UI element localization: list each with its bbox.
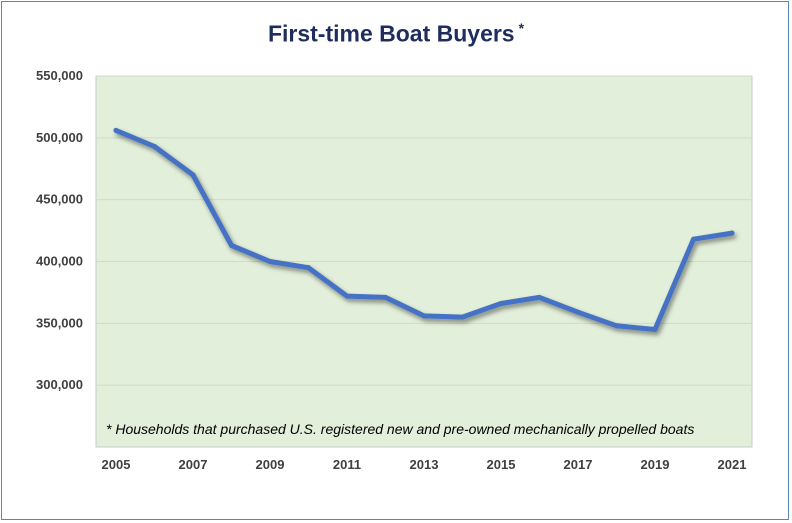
data-point bbox=[614, 323, 619, 329]
series-group bbox=[113, 127, 735, 333]
data-point bbox=[152, 143, 157, 149]
data-point bbox=[229, 242, 234, 248]
x-tick-label: 2007 bbox=[179, 457, 208, 472]
y-tick-label: 500,000 bbox=[36, 130, 83, 145]
chart-title: First-time Boat Buyers * bbox=[0, 20, 792, 48]
data-point bbox=[498, 301, 504, 307]
x-tick-label: 2017 bbox=[564, 457, 593, 472]
x-axis-ticks: 2005 2007 2009 2011 2013 2015 2017 2019 2021 bbox=[102, 457, 747, 472]
data-point bbox=[421, 313, 427, 319]
data-point bbox=[113, 127, 119, 133]
data-point bbox=[267, 259, 273, 264]
y-tick-label: 450,000 bbox=[36, 192, 83, 207]
x-tick-label: 2013 bbox=[410, 457, 439, 472]
y-tick-label: 550,000 bbox=[36, 68, 83, 83]
x-tick-label: 2019 bbox=[641, 457, 670, 472]
y-axis-ticks: 550,000 500,000 450,000 400,000 350,000 300,0… bbox=[36, 68, 83, 392]
data-point bbox=[383, 294, 388, 300]
y-tick-label: 300,000 bbox=[36, 377, 83, 392]
data-point bbox=[575, 309, 581, 315]
data-point bbox=[190, 172, 196, 178]
data-point bbox=[460, 314, 465, 320]
x-tick-label: 2009 bbox=[256, 457, 285, 472]
data-point bbox=[729, 230, 735, 236]
data-point bbox=[691, 236, 696, 242]
data-point bbox=[306, 265, 311, 271]
y-tick-label: 400,000 bbox=[36, 254, 83, 269]
x-tick-label: 2011 bbox=[333, 457, 361, 472]
x-tick-label: 2005 bbox=[102, 457, 131, 472]
chart-annotation: * Households that purchased U.S. registe… bbox=[106, 421, 695, 437]
gridlines bbox=[96, 75, 752, 386]
x-tick-label: 2015 bbox=[487, 457, 516, 472]
chart-title-marker: * bbox=[518, 20, 525, 36]
x-tick-label: 2021 bbox=[718, 457, 747, 472]
data-point bbox=[344, 293, 350, 299]
data-point bbox=[537, 294, 542, 300]
chart-title-text: First-time Boat Buyers bbox=[267, 20, 515, 47]
y-tick-label: 350,000 bbox=[36, 315, 83, 330]
data-point bbox=[652, 327, 658, 333]
